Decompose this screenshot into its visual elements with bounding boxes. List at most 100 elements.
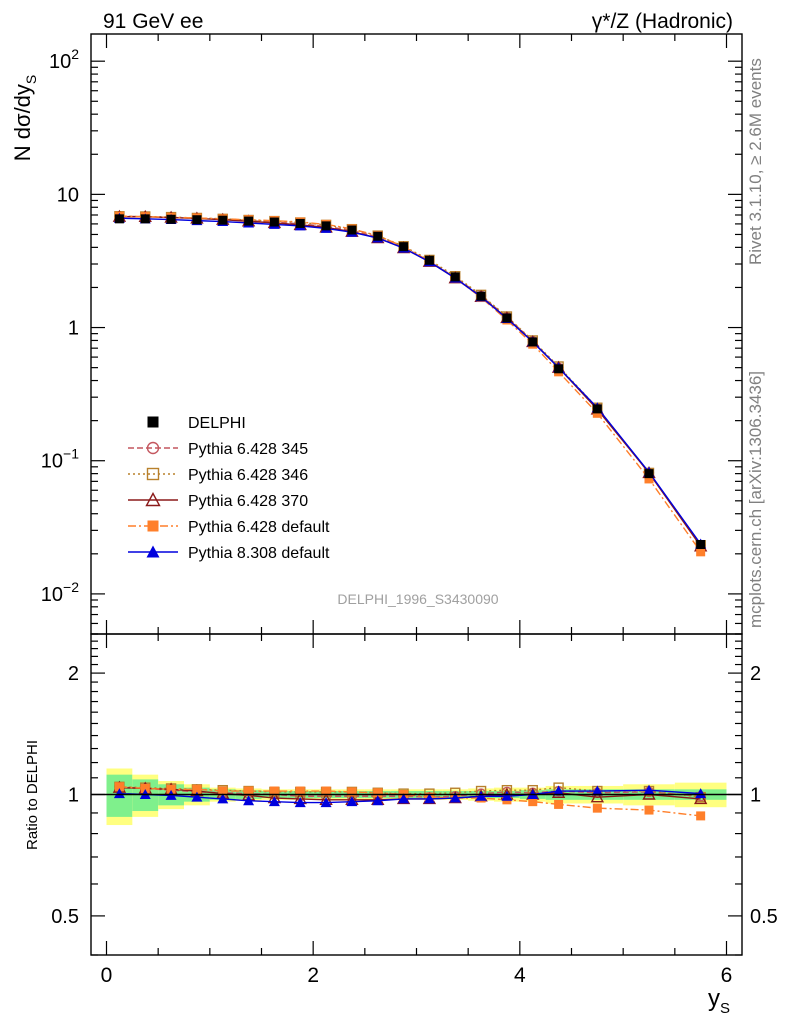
ratio-point	[140, 783, 150, 793]
ratio-point	[590, 790, 605, 803]
ratio-point	[501, 790, 513, 801]
main-point	[218, 215, 228, 225]
main-series-group	[112, 209, 708, 557]
axis-tick-labels: 0 2 4 6 102 10 1 10−1 10−2 2 2 1 1 0.5 0.5	[41, 46, 778, 987]
header-left: 91 GeV ee	[103, 10, 203, 33]
main-point	[321, 221, 331, 231]
main-plot-frame	[90, 33, 743, 635]
legend-entry: Pythia 6.428 370	[128, 492, 308, 510]
ratio-point	[553, 785, 565, 796]
ratio-point	[449, 792, 461, 803]
ratio-point	[320, 797, 332, 808]
ratio-point	[243, 795, 255, 806]
main-point	[140, 214, 150, 224]
ratio-point	[398, 793, 410, 804]
legend-marker	[146, 545, 160, 558]
top-y-axis-label: N dσ/dyS	[10, 75, 39, 162]
mcplots-label: mcplots.cern.ch [arXiv:1306.3436]	[746, 371, 765, 628]
ratio-y-tick-label-left: 0.5	[51, 906, 79, 928]
ratio-point	[373, 788, 383, 798]
analysis-label: DELPHI_1996_S3430090	[337, 591, 498, 607]
legend-entry: Pythia 6.428 default	[128, 519, 330, 536]
main-point	[592, 404, 602, 414]
x-tick-label: 4	[514, 964, 526, 987]
x-tick-label: 2	[307, 964, 319, 987]
legend-marker	[146, 441, 160, 455]
main-point	[295, 218, 305, 228]
ratio-point	[528, 797, 538, 807]
legend-entry: Pythia 6.428 346	[128, 467, 308, 484]
ratio-point	[372, 795, 384, 806]
main-point	[166, 214, 176, 224]
ratio-y-tick-label-left: 1	[68, 785, 79, 807]
legend-entry: DELPHI	[147, 415, 246, 432]
header-right: γ*/Z (Hadronic)	[592, 10, 733, 33]
ratio-point	[693, 791, 708, 805]
axis-ticks	[91, 34, 742, 956]
ratio-series-group	[91, 780, 742, 821]
ratio-point	[475, 790, 487, 801]
legend: DELPHI Pythia 6.428 345 Pythia 6.428 346 Py…	[128, 415, 330, 562]
main-point	[644, 469, 654, 479]
legend-label: Pythia 8.308 default	[188, 545, 330, 562]
ratio-y-tick-label-right: 2	[750, 663, 761, 685]
legend-label: Pythia 6.428 370	[188, 493, 308, 510]
main-point	[424, 255, 434, 265]
ratio-point	[696, 811, 706, 821]
ratio-point	[592, 803, 602, 813]
ratio-y-tick-label-right: 1	[750, 785, 761, 807]
ratio-point	[695, 788, 707, 799]
main-y-tick-label: 10−2	[41, 579, 79, 606]
main-point	[192, 215, 202, 225]
ratio-point	[191, 791, 203, 802]
main-point	[399, 242, 409, 252]
main-y-tick-label: 1	[68, 318, 79, 340]
main-point	[373, 231, 383, 241]
legend-marker	[147, 520, 159, 532]
main-point	[269, 217, 279, 227]
legend-marker	[146, 467, 160, 481]
legend-marker	[145, 492, 161, 507]
ratio-point	[346, 796, 358, 807]
main-point	[244, 216, 254, 226]
ratio-point	[192, 784, 202, 794]
main-y-tick-label: 10	[57, 184, 79, 206]
ratio-point	[114, 782, 124, 792]
ratio-point	[113, 788, 125, 799]
ratio-point	[269, 786, 279, 796]
main-point	[476, 291, 486, 301]
bottom-y-axis-label: Ratio to DELPHI	[24, 740, 41, 850]
main-point	[554, 364, 564, 374]
main-point	[528, 337, 538, 347]
ratio-y-tick-label-left: 2	[68, 663, 79, 685]
main-point	[450, 272, 460, 282]
ratio-y-tick-label-right: 0.5	[750, 906, 778, 928]
legend-marker	[147, 416, 159, 428]
ratio-point	[294, 797, 306, 808]
legend-label: DELPHI	[188, 415, 246, 432]
ratio-point	[644, 805, 654, 815]
x-tick-label: 6	[721, 964, 733, 987]
main-series-0	[114, 214, 706, 549]
ratio-point	[591, 785, 603, 796]
main-point	[347, 225, 357, 235]
ratio-point	[347, 787, 357, 797]
main-y-tick-label: 102	[49, 46, 79, 73]
ratio-point	[217, 793, 229, 804]
legend-label: Pythia 6.428 default	[188, 519, 330, 536]
ratio-point	[423, 793, 435, 804]
main-point	[502, 313, 512, 323]
legend-label: Pythia 6.428 346	[188, 467, 308, 484]
main-point	[644, 474, 654, 484]
main-point	[696, 539, 706, 549]
ratio-point	[166, 784, 176, 794]
ratio-point	[268, 796, 280, 807]
ratio-point	[295, 786, 305, 796]
ratio-point	[218, 786, 228, 796]
main-point	[696, 547, 706, 557]
rivet-label: Rivet 3.1.10, ≥ 2.6M events	[746, 58, 765, 265]
ratio-point	[554, 799, 564, 809]
legend-entry: Pythia 8.308 default	[128, 545, 330, 562]
main-point	[114, 214, 124, 224]
